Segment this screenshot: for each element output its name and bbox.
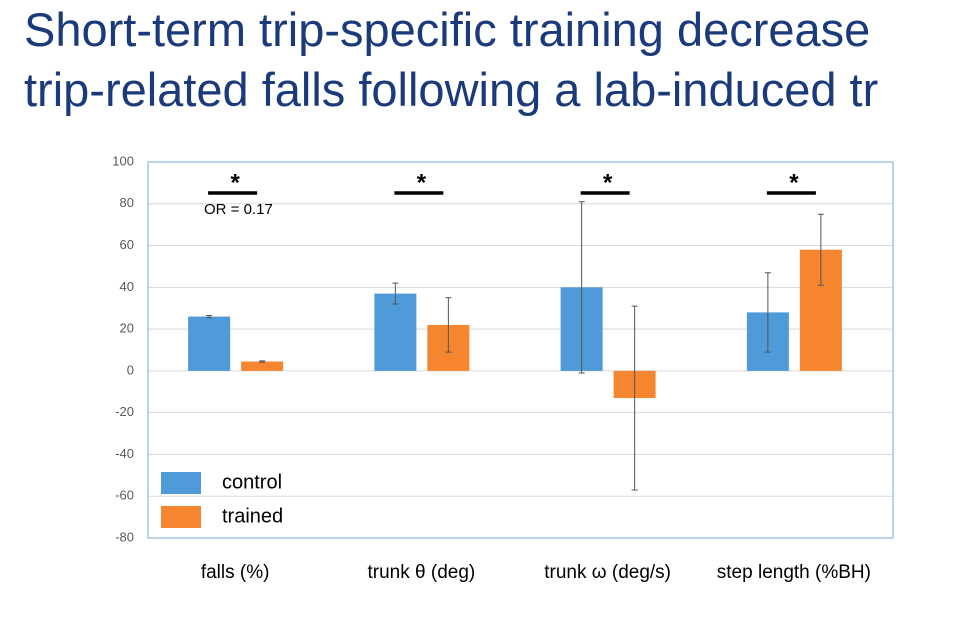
legend-swatch — [161, 472, 201, 494]
error-bar — [259, 360, 266, 363]
error-bar — [631, 305, 638, 491]
y-tick-label: 100 — [112, 153, 134, 168]
error-bar — [578, 201, 585, 374]
x-tick-label: trunk θ (deg) — [368, 562, 476, 583]
legend-label: control — [222, 471, 282, 493]
annotation: OR = 0.17 — [204, 201, 273, 218]
y-tick-label: -80 — [115, 529, 134, 544]
legend-swatch — [161, 506, 201, 528]
slide-title: trip-related falls following a lab-induc… — [24, 63, 878, 116]
x-tick-label: falls (%) — [201, 562, 270, 583]
bar — [374, 293, 417, 371]
y-tick-label: -60 — [115, 488, 134, 503]
error-bar — [817, 213, 824, 286]
y-tick-label: 60 — [120, 237, 134, 252]
y-tick-label: -40 — [115, 446, 134, 461]
significance-star: * — [230, 169, 240, 196]
slide-title: Short-term trip-specific training decrea… — [24, 3, 870, 56]
x-tick-label: trunk ω (deg/s) — [544, 562, 671, 583]
y-tick-label: 80 — [120, 195, 134, 210]
y-tick-label: 40 — [120, 279, 134, 294]
y-tick-label: -20 — [115, 404, 134, 419]
y-tick-label: 0 — [127, 362, 134, 377]
error-bar — [206, 315, 213, 319]
significance-star: * — [603, 169, 613, 196]
bar — [241, 361, 284, 371]
plot-border — [147, 161, 894, 539]
error-bar — [392, 282, 399, 305]
y-tick-label: 20 — [120, 321, 134, 336]
error-bar — [445, 297, 452, 353]
x-tick-label: step length (%BH) — [717, 562, 871, 583]
error-bar — [764, 272, 771, 353]
legend-label: trained — [222, 505, 283, 527]
significance-star: * — [417, 169, 427, 196]
significance-star: * — [789, 169, 799, 196]
bar — [188, 316, 231, 371]
